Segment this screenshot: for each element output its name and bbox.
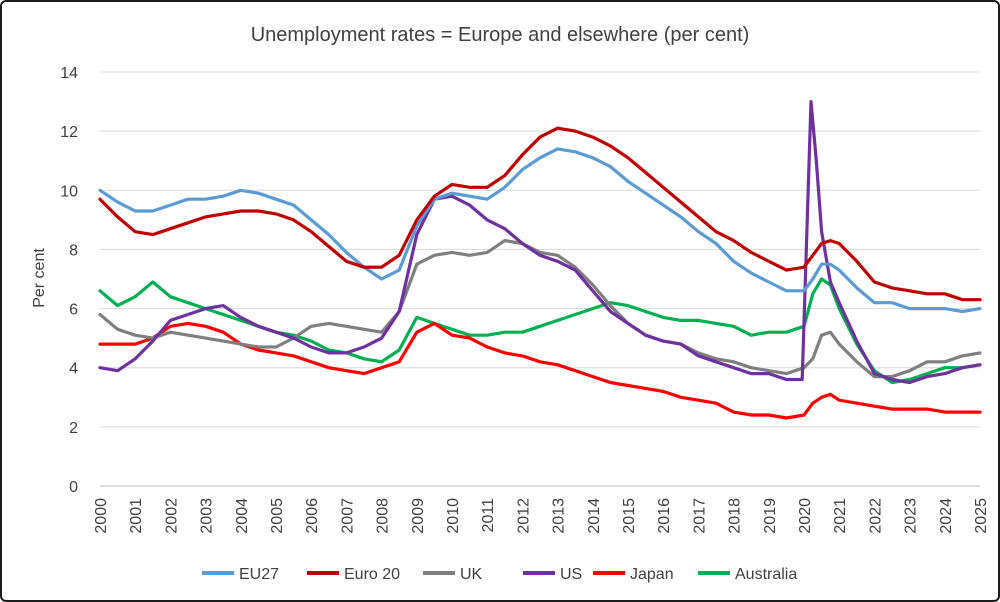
x-tick-label: 2007	[339, 498, 356, 534]
x-tick-label: 2002	[163, 498, 180, 534]
x-tick-label: 2005	[269, 498, 286, 534]
series-line-eu27	[98, 147, 982, 314]
x-tick-label: 2008	[375, 498, 392, 534]
legend-label-euro-20: Euro 20	[344, 566, 400, 583]
x-tick-label: 2020	[797, 498, 814, 534]
legend-label-uk: UK	[460, 566, 483, 583]
y-tick-label: 12	[60, 124, 78, 141]
x-tick-label: 2018	[727, 498, 744, 534]
y-tick-label: 8	[69, 242, 78, 259]
x-tick-label: 2000	[93, 498, 110, 534]
series-lines	[98, 100, 982, 420]
x-tick-label: 2014	[586, 498, 603, 534]
y-tick-label: 0	[69, 479, 78, 496]
chart-title: Unemployment rates = Europe and elsewher…	[251, 24, 750, 46]
legend-label-japan: Japan	[630, 566, 674, 583]
x-tick-label: 2001	[128, 498, 145, 534]
x-tick-label: 2003	[199, 498, 216, 534]
series-line-japan	[98, 321, 982, 420]
x-tick-label: 2019	[762, 498, 779, 534]
y-tick-label: 10	[60, 183, 78, 200]
x-tick-label: 2023	[903, 498, 920, 534]
y-axis-label: Per cent	[31, 248, 48, 308]
x-tick-label: 2024	[938, 498, 955, 534]
y-tick-label: 4	[69, 361, 78, 378]
x-tick-label: 2022	[867, 498, 884, 534]
series-line-euro-20	[98, 126, 982, 302]
x-tick-label: 2016	[656, 498, 673, 534]
x-tick-label: 2012	[515, 498, 532, 534]
x-tick-label: 2009	[410, 498, 427, 534]
x-axis-ticks: 2000 2001 2002 2003 2004 2005 2006 2007 2008 2009…	[93, 498, 990, 534]
y-tick-label: 2	[69, 420, 78, 437]
y-tick-label: 14	[60, 65, 78, 82]
x-tick-label: 2004	[234, 498, 251, 534]
y-tick-label: 6	[69, 302, 78, 319]
series-line-us	[98, 100, 982, 385]
x-tick-label: 2017	[691, 498, 708, 534]
x-tick-label: 2006	[304, 498, 321, 534]
series-line-uk	[98, 239, 982, 379]
legend-label-eu27: EU27	[239, 566, 279, 583]
x-tick-label: 2013	[551, 498, 568, 534]
legend-label-australia: Australia	[735, 566, 797, 583]
x-tick-label: 2021	[832, 498, 849, 534]
legend: EU27 Euro 20 UK US Japan Australia	[202, 566, 797, 583]
series-line-australia	[98, 277, 982, 385]
x-tick-label: 2025	[973, 498, 990, 534]
x-tick-label: 2015	[621, 498, 638, 534]
x-tick-label: 2010	[445, 498, 462, 534]
x-tick-label: 2011	[480, 498, 497, 533]
legend-label-us: US	[560, 566, 582, 583]
y-axis-ticks: 0 2 4 6 8 10 12 14	[60, 65, 78, 496]
